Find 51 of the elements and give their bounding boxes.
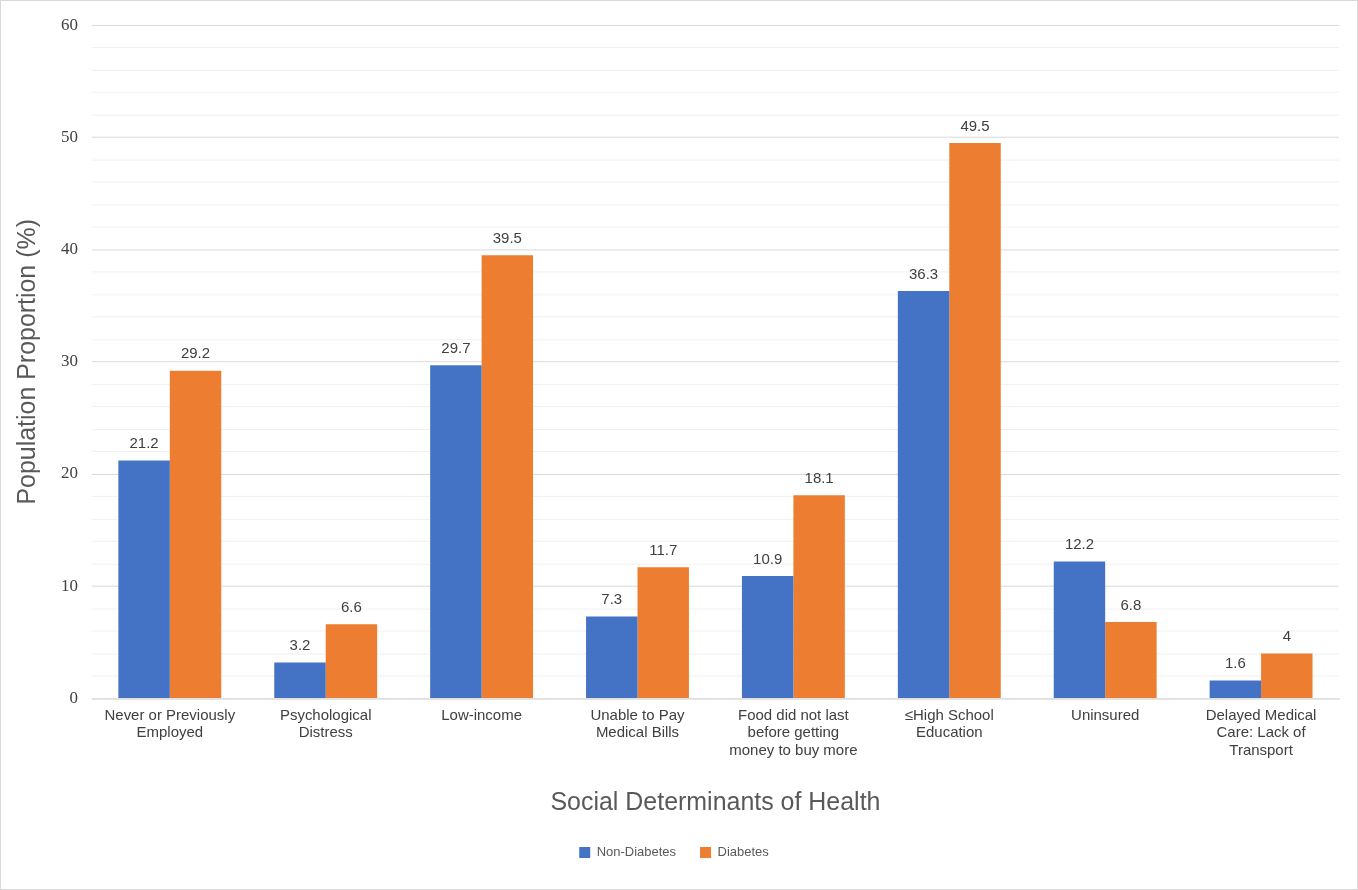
x-tick-label: Uninsured bbox=[1071, 705, 1140, 723]
y-tick-label: 50 bbox=[60, 126, 78, 146]
bar bbox=[1053, 561, 1106, 698]
bar bbox=[897, 291, 950, 698]
bar bbox=[325, 624, 378, 698]
y-tick-label: 60 bbox=[60, 14, 78, 34]
data-label: 49.5 bbox=[960, 116, 990, 134]
y-tick-label: 30 bbox=[60, 351, 78, 371]
data-label: 12.2 bbox=[1064, 535, 1095, 553]
data-label: 36.3 bbox=[908, 264, 939, 282]
data-label: 39.5 bbox=[492, 228, 522, 246]
legend-label: Non-Diabetes bbox=[596, 844, 677, 860]
x-tick-label: ≤High School Education bbox=[904, 705, 994, 741]
y-tick-label: 10 bbox=[60, 575, 78, 595]
x-tick-label: Low-income bbox=[441, 705, 522, 723]
data-label: 10.9 bbox=[753, 549, 783, 567]
data-label: 4 bbox=[1282, 627, 1291, 645]
bar bbox=[118, 460, 170, 698]
y-tick-label: 40 bbox=[60, 239, 78, 259]
x-tick-label: Psychological Distress bbox=[279, 705, 372, 741]
bar bbox=[1209, 680, 1262, 698]
x-axis-title: Social Determinants of Health bbox=[550, 787, 881, 816]
bar bbox=[481, 255, 534, 698]
bar bbox=[637, 567, 689, 698]
y-axis-title: Population Proportion (%) bbox=[11, 219, 40, 505]
legend-label: Diabetes bbox=[717, 844, 770, 860]
x-tick-label: Delayed Medical Care: Lack of Transport bbox=[1205, 705, 1317, 759]
bar bbox=[274, 662, 326, 698]
data-label: 29.2 bbox=[180, 344, 211, 362]
data-label: 1.6 bbox=[1224, 654, 1246, 672]
bar bbox=[949, 142, 1001, 698]
bar bbox=[793, 495, 845, 698]
bar bbox=[1105, 622, 1157, 698]
data-label: 18.1 bbox=[804, 469, 834, 486]
y-tick-label: 0 bbox=[69, 687, 78, 707]
y-tick-label: 20 bbox=[60, 463, 78, 483]
x-tick-label: Unable to Pay Medical Bills bbox=[590, 705, 686, 741]
bar bbox=[430, 365, 482, 698]
data-label: 21.2 bbox=[129, 434, 159, 452]
bar bbox=[586, 616, 638, 698]
data-label: 11.7 bbox=[649, 540, 678, 558]
x-tick-label: Food did not last before getting money to buy more bbox=[729, 705, 858, 759]
bar bbox=[1261, 653, 1313, 698]
bar bbox=[741, 576, 794, 698]
data-label: 3.2 bbox=[289, 636, 311, 654]
x-tick-label: Never or Previously Employed bbox=[104, 705, 236, 741]
data-label: 7.3 bbox=[601, 590, 623, 608]
data-label: 29.7 bbox=[441, 338, 471, 356]
data-label: 6.6 bbox=[341, 598, 362, 616]
data-label: 6.8 bbox=[1120, 595, 1142, 613]
bar bbox=[169, 370, 222, 698]
